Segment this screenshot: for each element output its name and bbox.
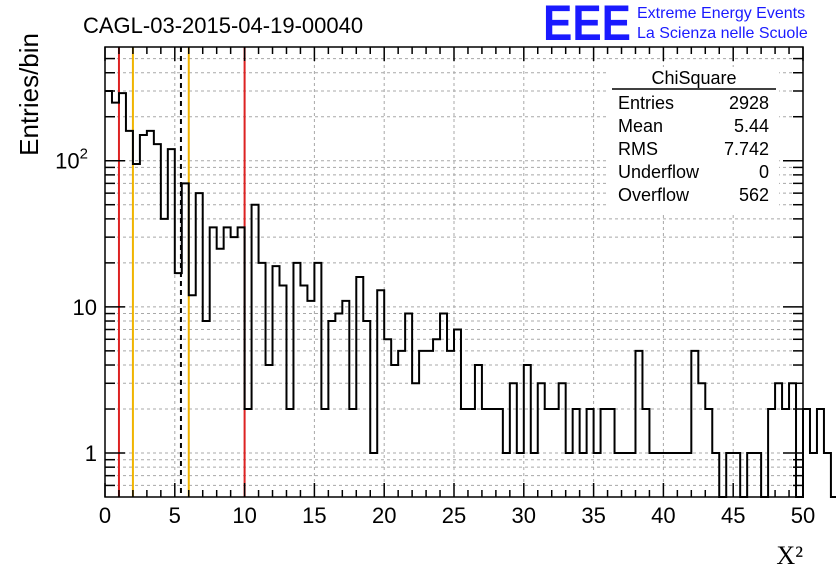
stats-label: Underflow [618, 162, 700, 182]
chart-title: CAGL-03-2015-04-19-00040 [83, 13, 363, 38]
stats-box-background [609, 67, 779, 212]
x-tick-label: 0 [99, 503, 111, 528]
stats-label: Mean [618, 116, 663, 136]
y-tick-label: 10 [73, 295, 97, 320]
logo-line-2: La Scienza nelle Scuole [637, 25, 808, 42]
stats-rows: Entries 2928 Mean 5.44 RMS 7.742 Underflow 0 Ove… [618, 93, 769, 205]
x-tick-label: 35 [581, 503, 605, 528]
axis-ticks: 0 5 10 15 20 25 30 35 40 45 50 1 10 102 [55, 47, 815, 528]
stats-value: 5.44 [734, 116, 769, 136]
logo-mark: EEE [543, 0, 631, 51]
stats-title: ChiSquare [651, 68, 736, 88]
stats-value: 7.742 [724, 139, 769, 159]
eee-logo: EEE Extreme Energy Events La Scienza nel… [543, 0, 808, 51]
logo-line-1: Extreme Energy Events [637, 5, 805, 22]
y-axis-label: Entries/bin [14, 33, 44, 156]
histogram-line [105, 89, 836, 498]
x-tick-label: 10 [232, 503, 256, 528]
stats-value: 562 [739, 185, 769, 205]
x-tick-label: 30 [512, 503, 536, 528]
x-tick-label: 20 [372, 503, 396, 528]
stats-box: ChiSquare Entries 2928 Mean 5.44 RMS 7.742 Und… [609, 67, 779, 212]
x-tick-label: 50 [791, 503, 815, 528]
y-tick-label: 1 [85, 441, 97, 466]
stats-value: 2928 [729, 93, 769, 113]
x-tick-label: 25 [442, 503, 466, 528]
x-tick-label: 45 [721, 503, 745, 528]
x-axis-label: X² [776, 541, 803, 570]
stats-label: RMS [618, 139, 658, 159]
y-tick-label: 102 [55, 146, 88, 174]
stats-label: Entries [618, 93, 674, 113]
x-tick-label: 15 [302, 503, 326, 528]
x-tick-label: 40 [651, 503, 675, 528]
x-tick-label: 5 [169, 503, 181, 528]
stats-value: 0 [759, 162, 769, 182]
stats-label: Overflow [618, 185, 690, 205]
